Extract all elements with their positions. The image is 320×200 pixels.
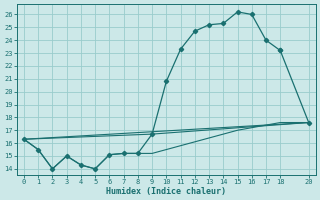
X-axis label: Humidex (Indice chaleur): Humidex (Indice chaleur)	[106, 187, 226, 196]
